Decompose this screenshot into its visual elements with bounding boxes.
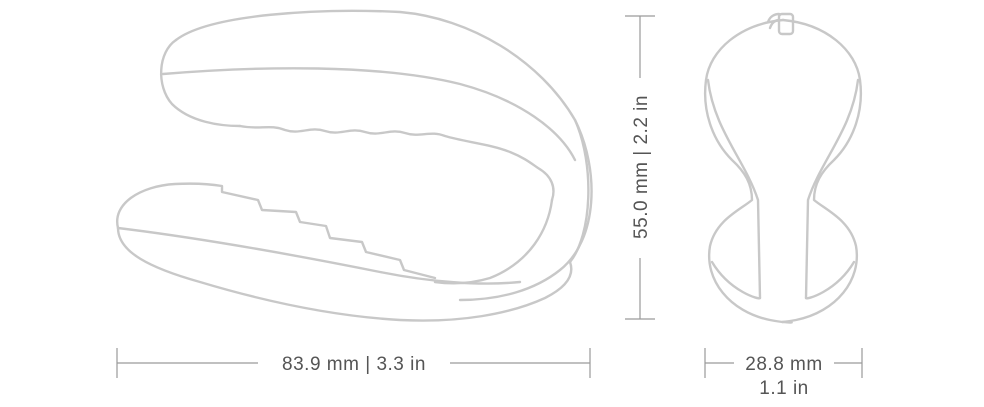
depth-dim-label-mm: 28.8 mm	[745, 354, 822, 375]
lower-arm-outline	[116, 182, 437, 280]
bend-inner	[433, 198, 554, 285]
depth-dim-label-in: 1.1 in	[759, 378, 808, 399]
device-front-view	[704, 12, 862, 324]
height-dim-label: 55.0 mm | 2.2 in	[631, 95, 652, 239]
front-button-ridge	[766, 12, 781, 30]
device-side-view	[116, 9, 593, 322]
width-dimension: 83.9 mm | 3.3 in	[116, 348, 591, 378]
front-outline-right	[781, 18, 862, 324]
bend-outer	[568, 118, 590, 264]
upper-arm-outline	[174, 9, 593, 302]
upper-arm-tip	[159, 38, 242, 128]
front-base-curve	[710, 260, 856, 300]
lower-arm-bottom	[116, 226, 573, 322]
lower-arm-seam	[116, 226, 522, 285]
upper-arm-seam	[161, 67, 577, 162]
depth-dimension: 28.8 mm 1.1 in	[704, 348, 863, 399]
width-dim-label: 83.9 mm | 3.3 in	[282, 354, 426, 375]
front-inner-left	[706, 78, 762, 300]
height-dimension: 55.0 mm | 2.2 in	[625, 15, 655, 320]
upper-arm-ridges	[238, 124, 555, 202]
front-button	[777, 12, 795, 36]
front-outline-left	[704, 18, 793, 324]
front-inner-right	[804, 78, 860, 300]
